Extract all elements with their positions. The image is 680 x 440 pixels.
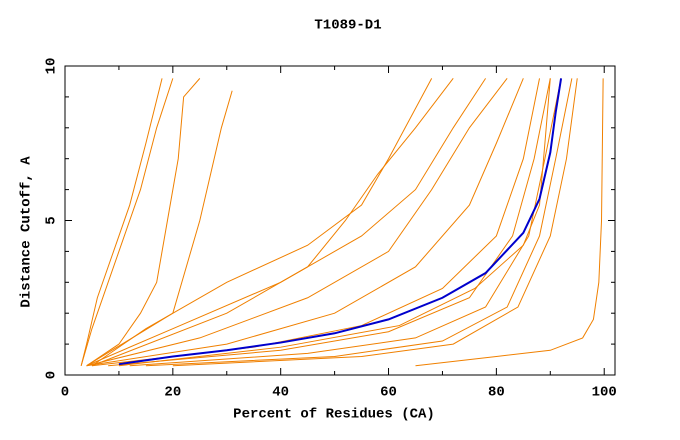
y-tick-label: 0: [44, 371, 60, 379]
series-line: [80, 78, 163, 366]
series-line: [91, 78, 454, 367]
series-line: [86, 78, 508, 367]
series-line: [118, 78, 563, 366]
series-line: [118, 78, 551, 367]
series-line: [172, 78, 578, 367]
x-tick-label: 80: [488, 385, 505, 401]
x-tick-label: 20: [164, 385, 181, 401]
y-tick-label: 5: [44, 216, 60, 224]
series-line: [145, 78, 573, 367]
x-tick-label: 0: [61, 385, 69, 401]
series-line: [91, 78, 433, 367]
y-tick-label: 10: [44, 58, 60, 75]
chart-title: T1089-D1: [314, 18, 381, 34]
series-line: [86, 78, 201, 367]
series-line: [86, 90, 233, 367]
series-line: [86, 78, 487, 367]
series-line: [415, 78, 604, 367]
x-tick-label: 100: [592, 385, 617, 401]
x-tick-label: 60: [380, 385, 397, 401]
series-line: [129, 78, 562, 367]
x-axis-label: Percent of Residues (CA): [233, 407, 435, 423]
series-line: [80, 78, 174, 366]
x-tick-label: 40: [272, 385, 289, 401]
series-line: [86, 78, 524, 367]
y-axis-label: Distance Cutoff, A: [19, 156, 35, 308]
series-line: [108, 78, 551, 367]
